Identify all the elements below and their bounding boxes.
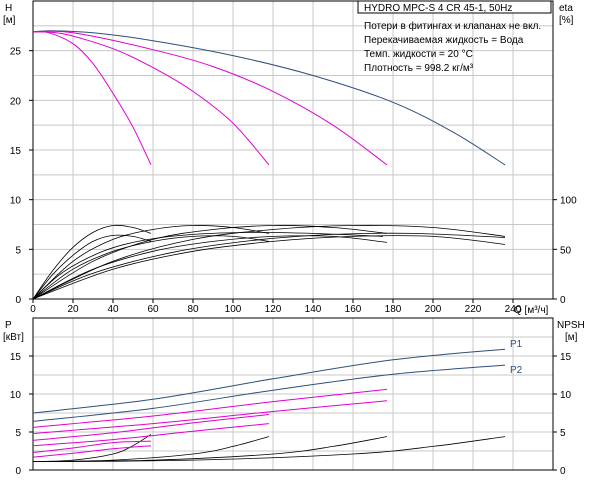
npsh-curve-3: [32, 436, 388, 462]
note-line-1: Потери в фитингах и клапанах не вкл.: [364, 20, 541, 32]
x-tick-label: 100: [225, 304, 242, 315]
power-curve-1: [32, 348, 506, 414]
efficiency-curve-10: [32, 232, 506, 300]
npsh-curve-1: [32, 433, 152, 462]
x-tick-label: 40: [107, 304, 119, 315]
power-curve-6: [32, 423, 270, 447]
right-tick-label: 15: [560, 352, 572, 363]
bottom-left-axis-title: P: [5, 320, 12, 331]
power-curve-5: [32, 414, 270, 441]
bottom-curves: P1 P2: [32, 339, 523, 462]
right-tick-label: 10: [560, 390, 572, 401]
left-tick-label: 10: [10, 196, 22, 207]
bottom-right-axis-unit: [м]: [565, 332, 578, 343]
power-curve-4: [32, 400, 388, 434]
efficiency-curve-4: [32, 225, 506, 300]
left-tick-label: 5: [15, 245, 21, 256]
x-tick-label: 240: [505, 304, 522, 315]
top-right-axis-title: eta: [559, 3, 573, 14]
bottom-axis-ticks: 0 5 10 15 0 5 10 15: [10, 352, 572, 477]
note-line-2: Перекачиваемая жидкость = Вода: [364, 35, 524, 46]
efficiency-curve-3: [32, 225, 388, 300]
left-tick-label: 0: [15, 466, 21, 477]
bottom-plot-grid: [33, 318, 553, 470]
efficiency-curve-6: [32, 235, 270, 300]
series-label-p1: P1: [510, 339, 523, 350]
x-tick-label: 80: [187, 304, 199, 315]
efficiency-curve-9: [32, 231, 384, 300]
head-curve-2: [32, 31, 152, 166]
efficiency-curve-8: [32, 235, 506, 300]
power-curve-7: [32, 440, 152, 453]
top-left-axis-unit: [м]: [3, 15, 16, 26]
power-curve-8: [32, 445, 152, 458]
x-tick-label: 0: [30, 304, 36, 315]
efficiency-curve-7: [32, 235, 388, 300]
info-box: [357, 0, 552, 14]
x-tick-label: 160: [345, 304, 362, 315]
right-tick-label: 50: [560, 245, 572, 256]
npsh-curve-4: [32, 436, 506, 462]
left-tick-label: 15: [10, 146, 22, 157]
left-tick-label: 5: [15, 428, 21, 439]
top-axis-ticks: 0 20 40 60 80 100 120 140 160 180 200 220 2400510152…: [10, 47, 577, 315]
efficiency-curve-5: [32, 234, 152, 300]
series-label-p2: P2: [510, 365, 523, 376]
right-tick-label: 0: [560, 295, 566, 306]
npsh-curve-2: [32, 436, 270, 462]
left-tick-label: 15: [10, 352, 22, 363]
x-axis-label: Q [м³/ч]: [514, 305, 549, 316]
head-curve-4: [32, 30, 388, 166]
right-tick-label: 100: [560, 196, 577, 207]
bottom-left-axis-unit: [кВт]: [3, 332, 24, 343]
left-tick-label: 0: [15, 295, 21, 306]
top-right-axis-unit: [%]: [559, 15, 574, 26]
x-tick-label: 20: [67, 304, 79, 315]
left-tick-label: 25: [10, 47, 22, 58]
note-line-3: Темп. жидкости = 20 °C: [364, 49, 473, 60]
power-curve-2: [32, 364, 506, 422]
x-tick-label: 60: [147, 304, 159, 315]
right-tick-label: 5: [560, 428, 566, 439]
left-tick-label: 10: [10, 390, 22, 401]
top-curves: [32, 30, 506, 300]
note-line-4: Плотность = 998.2 кг/м³: [364, 63, 474, 74]
chart-title: HYDRO MPC-S 4 CR 45-1, 50Hz: [364, 3, 512, 14]
efficiency-curve-1: [32, 224, 152, 300]
x-tick-label: 180: [385, 304, 402, 315]
power-curve-3: [32, 388, 388, 428]
x-tick-label: 140: [305, 304, 322, 315]
x-tick-label: 120: [265, 304, 282, 315]
left-tick-label: 20: [10, 96, 22, 107]
bottom-right-axis-title: NPSH: [557, 320, 585, 331]
x-tick-label: 220: [465, 304, 482, 315]
top-plot-grid: [33, 1, 553, 299]
right-tick-label: 0: [560, 466, 566, 477]
top-left-axis-title: H: [5, 3, 12, 14]
head-curve-1: [32, 30, 506, 166]
head-curve-3: [32, 31, 270, 166]
x-tick-label: 200: [425, 304, 442, 315]
